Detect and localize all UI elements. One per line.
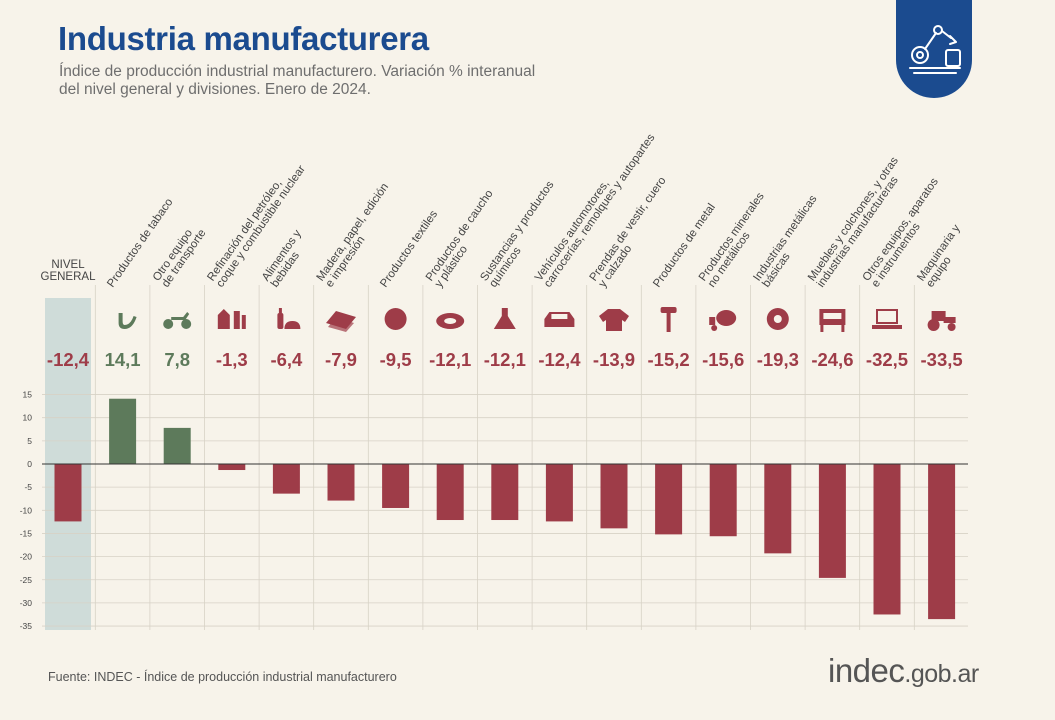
source-note: Fuente: INDEC - Índice de producción ind… [48,670,397,684]
value-label: -12,4 [538,349,581,370]
category-separators [94,285,915,630]
laptop-icon [872,309,902,329]
bar [491,464,519,521]
y-tick-label: 5 [27,436,32,446]
value-labels: -12,4 14,1 7,8 -1,3 -6,4 -7,9 -9,5 -12,1 -12,1 -1… [47,349,963,370]
chart-title: Industria manufacturera [58,20,429,57]
logo-main-text: indec [828,652,905,689]
furniture-icon [819,309,846,332]
value-label: 14,1 [105,349,141,370]
value-label: -24,6 [811,349,853,370]
y-tick-label: -10 [20,505,33,515]
motorcycle-icon [163,312,192,329]
bar [928,464,956,620]
yarn-icon [384,308,407,330]
value-label: -19,3 [757,349,799,370]
y-tick-label: -20 [20,552,33,562]
bars [54,398,956,620]
svg-text:Madera, papel, edición: Madera, papel, edición [315,181,392,283]
bar [382,464,410,508]
category-label: NIVEL [51,259,85,271]
metal-coil-icon [766,308,789,330]
bottle-bread-icon [277,308,301,329]
bar [272,464,300,494]
hammer-icon [660,307,677,332]
bar [163,427,191,464]
value-label: -15,2 [648,349,690,370]
industry-badge [896,0,972,98]
cement-mixer-icon [709,310,737,331]
svg-text:Industrias metálicas: Industrias metálicas [751,193,819,283]
shirt-icon [599,309,629,331]
refinery-icon [217,309,246,329]
bar [545,464,573,522]
y-tick-label: -15 [20,528,33,538]
value-label: -12,1 [429,349,471,370]
bar [709,464,737,537]
y-tick-label: -35 [20,621,33,631]
y-tick-label: -30 [20,598,33,608]
bar [436,464,464,521]
bar [764,464,792,554]
bar [327,464,355,501]
y-tick-label: -25 [20,575,33,585]
value-label: -7,9 [325,349,357,370]
value-label: -33,5 [921,349,963,370]
y-tick-label: 0 [27,459,32,469]
value-label: -6,4 [270,349,303,370]
indec-logo[interactable]: indec.gob.ar [828,652,979,690]
value-label: -32,5 [866,349,908,370]
bar [218,464,246,471]
bar [54,464,82,522]
chart-subtitle-line-1: Índice de producción industrial manufact… [59,63,536,80]
category-label: GENERAL [41,271,97,283]
category-icons [108,307,956,332]
grid-lines [42,394,968,627]
value-label: 7,8 [164,349,190,370]
tractor-icon [927,311,956,331]
tire-icon [436,313,465,329]
value-label: -9,5 [380,349,412,370]
y-tick-label: 15 [23,390,33,400]
car-icon [544,312,575,327]
flask-icon [493,308,516,329]
bar [600,464,628,529]
y-tick-label: 10 [23,413,33,423]
pipe-icon [108,313,137,329]
robot-arm-icon [909,25,961,74]
logo-suffix-text: .gob.ar [904,660,979,688]
bar [109,398,137,464]
y-axis-ticks: 15 10 5 0 -5 -10 -15 -20 -25 -30 -35 [20,390,33,632]
chart-subtitle-line-2: del nivel general y divisiones. Enero de… [59,81,371,98]
paper-icon [326,311,356,332]
y-tick-label: -5 [24,482,32,492]
bar [818,464,846,578]
value-label: -12,4 [47,349,90,370]
bar [873,464,901,615]
value-label: -15,6 [702,349,744,370]
value-label: -1,3 [216,349,248,370]
svg-text:coque y combustible nuclear: coque y combustible nuclear [214,163,308,289]
value-label: -13,9 [593,349,635,370]
value-label: -12,1 [484,349,526,370]
bar [655,464,683,535]
